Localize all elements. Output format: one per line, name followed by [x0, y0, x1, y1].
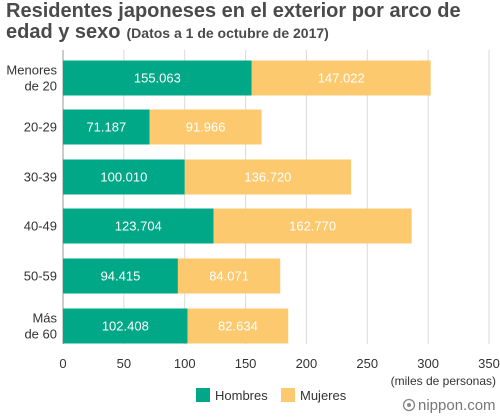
- category-label: 40-49: [24, 219, 57, 234]
- x-axis-label: (miles de personas): [391, 374, 496, 388]
- bar-mujeres: [149, 109, 262, 145]
- data-label: 102.408: [102, 319, 149, 334]
- x-tick-label: 350: [478, 356, 500, 371]
- x-tick-label: 50: [117, 356, 131, 371]
- legend-label-hombres: Hombres: [215, 388, 268, 403]
- brand-logo-icon: [402, 398, 416, 412]
- bar-hombres: [63, 208, 214, 244]
- bar-mujeres: [251, 60, 431, 96]
- bar-hombres: [63, 109, 150, 145]
- category-label: Menores: [6, 63, 57, 78]
- data-label: 100.010: [100, 170, 147, 185]
- bar-hombres: [63, 308, 188, 344]
- category-label: Más: [32, 311, 57, 326]
- brand-logo-dot-icon: [407, 403, 411, 407]
- data-label: 82.634: [218, 319, 258, 334]
- chart-title-line-1: Residentes japoneses en el exterior por …: [6, 0, 461, 22]
- x-tick-label: 150: [235, 356, 257, 371]
- category-label: 20-29: [24, 120, 57, 135]
- chart-title-line-2-text: edad y sexo: [6, 21, 121, 43]
- x-tick-label: 300: [417, 356, 439, 371]
- x-tick-label: 200: [296, 356, 318, 371]
- legend-swatch-hombres: [196, 388, 210, 402]
- data-label: 162.770: [289, 219, 336, 234]
- category-label: 50-59: [24, 269, 57, 284]
- data-label: 147.022: [318, 71, 365, 86]
- x-tick-label: 250: [356, 356, 378, 371]
- legend-swatch-mujeres: [281, 388, 295, 402]
- bar-mujeres: [213, 208, 412, 244]
- data-label: 91.966: [186, 120, 226, 135]
- chart-title-line-2: edad y sexo (Datos a 1 de octubre de 2017…: [6, 21, 329, 44]
- category-label: de 20: [24, 79, 57, 94]
- category-label: 30-39: [24, 170, 57, 185]
- x-tick-label: 100: [174, 356, 196, 371]
- data-label: 84.071: [209, 269, 249, 284]
- data-label: 155.063: [134, 71, 181, 86]
- bar-hombres: [63, 258, 178, 294]
- bar-mujeres: [184, 159, 352, 195]
- bar-mujeres: [187, 308, 289, 344]
- legend-label-mujeres: Mujeres: [300, 388, 347, 403]
- brand-name: nippon.com: [418, 397, 496, 414]
- data-label: 123.704: [115, 219, 162, 234]
- chart-subtitle: (Datos a 1 de octubre de 2017): [126, 25, 329, 41]
- x-tick-label: 0: [59, 356, 66, 371]
- bar-mujeres: [177, 258, 281, 294]
- category-label: de 60: [24, 327, 57, 342]
- data-label: 71.187: [86, 120, 126, 135]
- data-label: 94.415: [101, 269, 141, 284]
- bar-hombres: [63, 159, 185, 195]
- data-label: 136.720: [244, 170, 291, 185]
- bar-hombres: [63, 60, 252, 96]
